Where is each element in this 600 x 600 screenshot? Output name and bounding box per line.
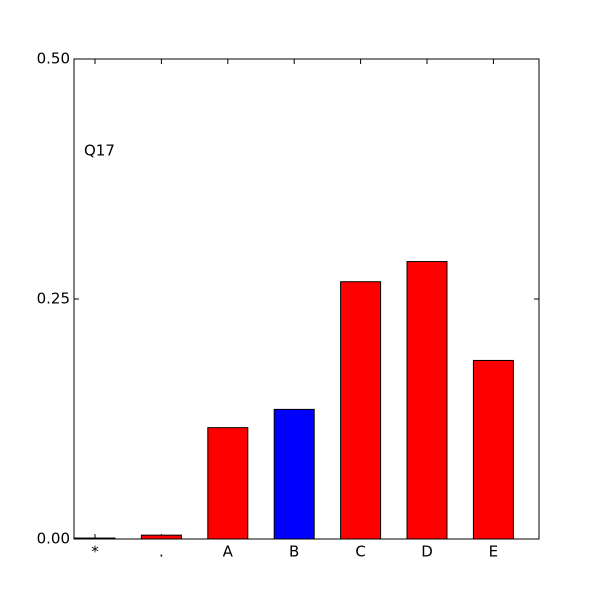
x-tick-label: B	[289, 543, 299, 561]
x-tick-label: *	[91, 543, 99, 561]
x-tick-label: E	[489, 543, 498, 561]
y-tick-label: 0.50	[37, 50, 70, 68]
annotation: Q17	[84, 142, 115, 160]
y-tick-label: 0.00	[37, 530, 70, 548]
bar	[340, 281, 382, 540]
x-tick-label: .	[159, 543, 164, 561]
x-tick-label: D	[421, 543, 433, 561]
y-tick-label: 0.25	[37, 290, 70, 308]
bar	[207, 427, 249, 540]
plot-frame	[73, 58, 540, 540]
bar	[273, 408, 315, 540]
bar	[406, 261, 448, 540]
x-tick-label: A	[223, 543, 234, 561]
bar	[472, 359, 514, 540]
x-tick-label: C	[355, 543, 365, 561]
bar	[140, 534, 182, 540]
